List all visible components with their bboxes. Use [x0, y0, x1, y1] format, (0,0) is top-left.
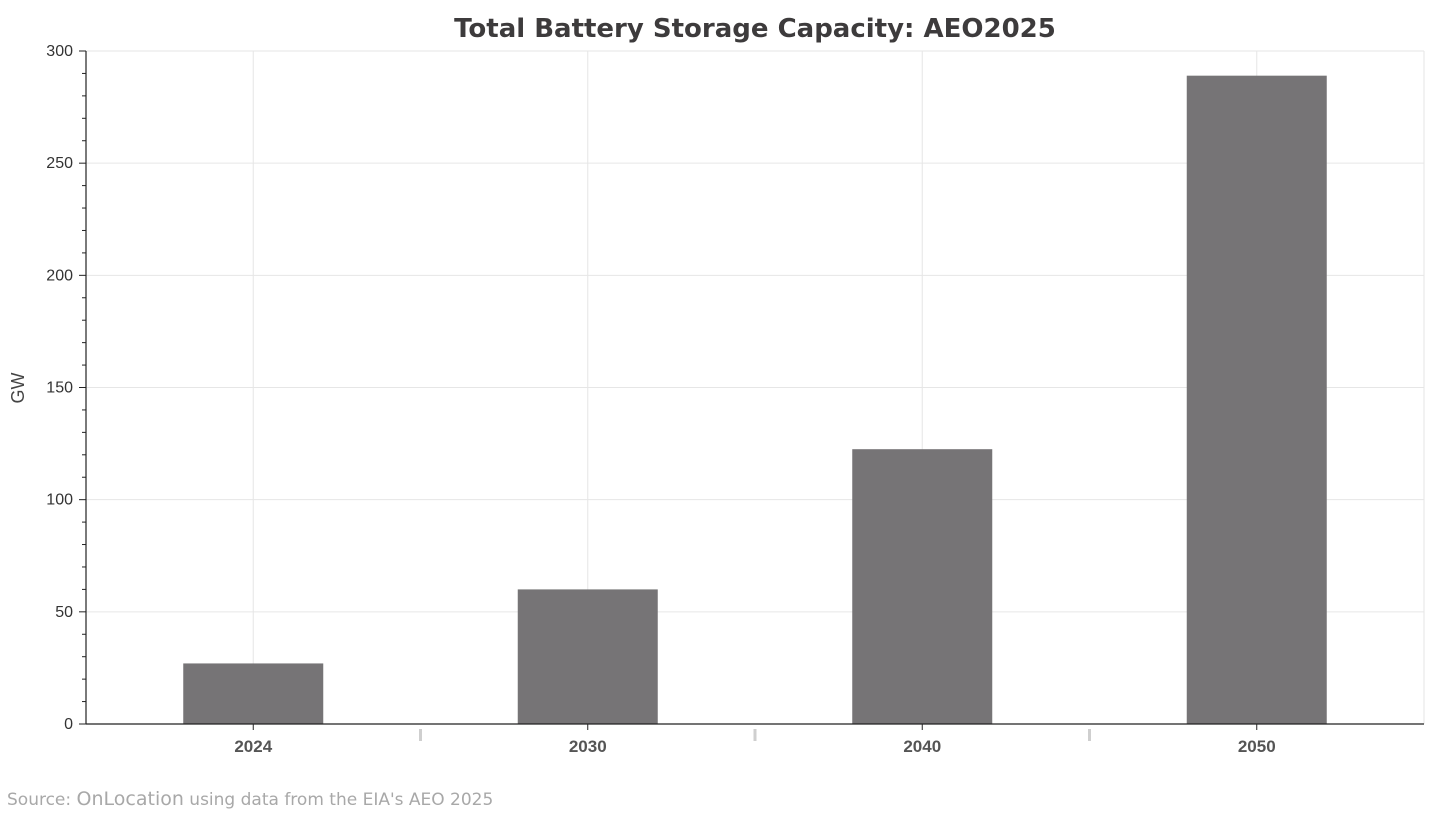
- x-tick-label: 2024: [234, 737, 272, 756]
- source-note: Source: OnLocation using data from the E…: [7, 788, 493, 810]
- x-tick-label: 2040: [903, 737, 941, 756]
- axes: [79, 50, 1424, 741]
- bar: [852, 449, 993, 724]
- chart-title: Total Battery Storage Capacity: AEO2025: [454, 14, 1056, 44]
- x-tick-label: 2050: [1238, 737, 1276, 756]
- bar: [517, 589, 658, 724]
- tick-labels: 0 50 100 150 200 250 300 2024 2030 2040 2050: [46, 43, 1275, 756]
- x-tick-label: 2030: [569, 737, 607, 756]
- y-axis-label: GW: [8, 372, 28, 403]
- bars: [183, 75, 1327, 725]
- bar: [183, 663, 324, 724]
- bar: [1186, 75, 1327, 725]
- y-tick-label: 100: [46, 492, 73, 509]
- y-tick-label: 200: [46, 267, 73, 284]
- source-suffix: using data from the EIA's AEO 2025: [183, 790, 494, 810]
- y-tick-label: 50: [55, 604, 73, 621]
- y-tick-label: 250: [46, 155, 73, 172]
- y-tick-label: 300: [46, 43, 73, 60]
- y-tick-label: 150: [46, 380, 73, 397]
- y-tick-label: 0: [64, 716, 73, 733]
- source-brand: OnLocation: [76, 788, 184, 810]
- source-prefix: Source:: [7, 790, 77, 810]
